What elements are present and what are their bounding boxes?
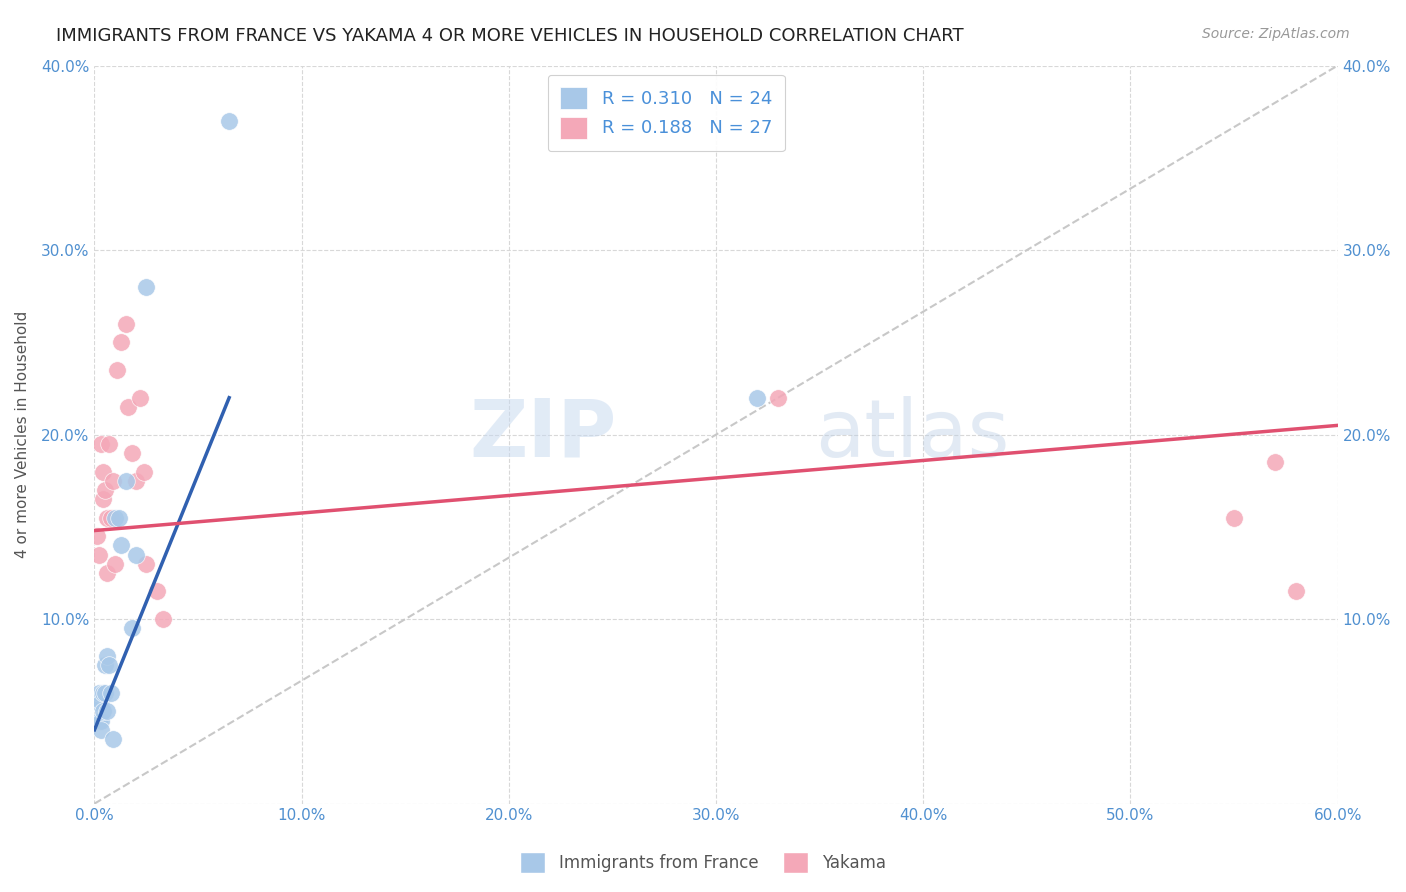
Point <box>101 732 124 747</box>
Point <box>145 584 167 599</box>
Point <box>152 612 174 626</box>
Y-axis label: 4 or more Vehicles in Household: 4 or more Vehicles in Household <box>15 311 30 558</box>
Point <box>125 548 148 562</box>
Point <box>110 335 132 350</box>
Point <box>96 704 118 718</box>
Point <box>87 714 110 728</box>
Point <box>121 446 143 460</box>
Point <box>98 658 121 673</box>
Point <box>218 114 240 128</box>
Point <box>104 510 127 524</box>
Legend: R = 0.310   N = 24, R = 0.188   N = 27: R = 0.310 N = 24, R = 0.188 N = 27 <box>548 75 785 151</box>
Point <box>117 400 139 414</box>
Point <box>110 538 132 552</box>
Point <box>104 557 127 571</box>
Point <box>129 391 152 405</box>
Point <box>125 474 148 488</box>
Point <box>100 686 122 700</box>
Text: IMMIGRANTS FROM FRANCE VS YAKAMA 4 OR MORE VEHICLES IN HOUSEHOLD CORRELATION CHA: IMMIGRANTS FROM FRANCE VS YAKAMA 4 OR MO… <box>56 27 965 45</box>
Point <box>135 280 157 294</box>
Point <box>87 686 110 700</box>
Point <box>1223 510 1246 524</box>
Point <box>135 557 157 571</box>
Point <box>108 510 131 524</box>
Point <box>1285 584 1308 599</box>
Point <box>98 437 121 451</box>
Point <box>1264 455 1286 469</box>
Point <box>91 465 114 479</box>
Point <box>747 391 769 405</box>
Point <box>121 621 143 635</box>
Point <box>90 695 112 709</box>
Point <box>90 723 112 737</box>
Point <box>96 648 118 663</box>
Point <box>114 474 136 488</box>
Point <box>90 714 112 728</box>
Text: atlas: atlas <box>815 396 1010 474</box>
Text: Source: ZipAtlas.com: Source: ZipAtlas.com <box>1202 27 1350 41</box>
Legend: Immigrants from France, Yakama: Immigrants from France, Yakama <box>513 846 893 880</box>
Point <box>91 686 114 700</box>
Point <box>766 391 789 405</box>
Point <box>94 483 117 497</box>
Point <box>114 317 136 331</box>
Point <box>94 658 117 673</box>
Point <box>101 474 124 488</box>
Point <box>91 704 114 718</box>
Point <box>134 465 156 479</box>
Point <box>96 510 118 524</box>
Point <box>96 566 118 580</box>
Point <box>100 510 122 524</box>
Point <box>86 529 108 543</box>
Point <box>87 548 110 562</box>
Text: ZIP: ZIP <box>470 396 617 474</box>
Point <box>91 492 114 507</box>
Point <box>90 437 112 451</box>
Point <box>94 686 117 700</box>
Point <box>86 695 108 709</box>
Point <box>105 363 128 377</box>
